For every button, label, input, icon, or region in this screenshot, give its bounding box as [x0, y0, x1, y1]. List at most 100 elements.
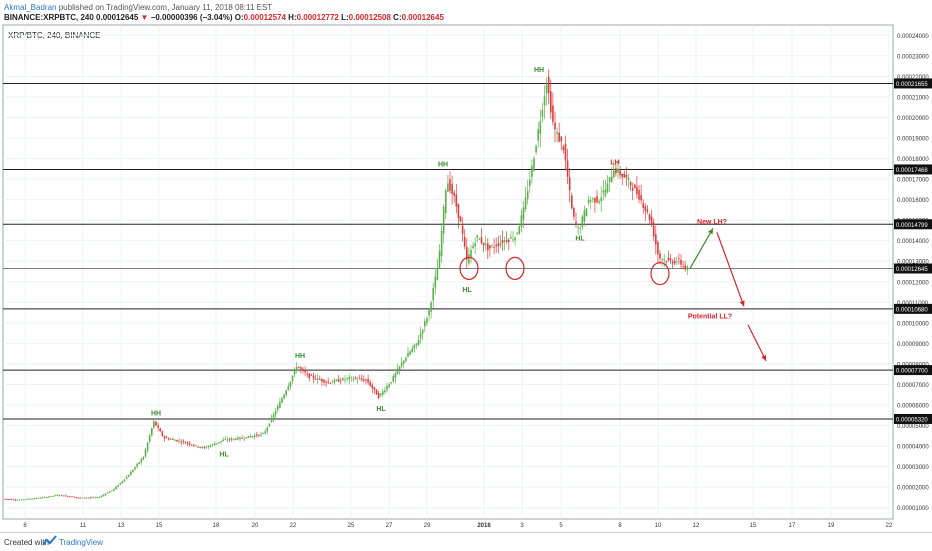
level-price-label: 0.00007700	[896, 369, 928, 375]
candle-body	[151, 427, 153, 436]
annotation-label: HH	[151, 410, 161, 417]
candle-body	[73, 496, 75, 498]
candle-body	[115, 486, 117, 490]
x-tick-label: 8	[618, 523, 622, 529]
candle-body	[319, 379, 321, 380]
candle-body	[241, 437, 243, 439]
symbol-label: BINANCE:XRPBTC, 240	[4, 13, 94, 22]
y-axis: 0.00024000 0.00023000 0.00022000 0.00021000…	[894, 34, 932, 512]
candle-body	[81, 497, 84, 499]
candle-body	[476, 235, 479, 238]
candle-body	[197, 446, 199, 448]
candle-body	[207, 446, 210, 448]
candle-body	[365, 379, 367, 381]
annotation-label: New LH?	[697, 219, 727, 226]
annotation-label: HH	[534, 67, 544, 74]
candle-body	[104, 493, 107, 496]
candle-body	[142, 456, 145, 460]
candle-body	[121, 481, 124, 483]
annotation-label: Potential LL?	[688, 314, 732, 321]
candle-body	[625, 174, 628, 178]
arrow-shaft	[689, 228, 714, 269]
candle-body	[123, 479, 126, 482]
high-label: H:	[288, 13, 297, 22]
candle-body	[203, 447, 206, 448]
x-tick-label: 19	[828, 523, 835, 529]
low-highlight-circle	[459, 256, 479, 281]
candle-body	[466, 247, 468, 260]
candle-body	[165, 437, 168, 439]
x-tick-label: 2018	[477, 523, 491, 529]
candle-body	[629, 182, 632, 186]
candle-body	[589, 200, 592, 202]
y-tick-label: 0.00007000	[897, 383, 929, 389]
y-tick-label: 0.00010000	[897, 321, 929, 327]
candle-body	[676, 261, 678, 263]
candle-body	[375, 389, 378, 395]
candle-body	[445, 190, 447, 213]
x-tick-label: 5	[559, 523, 563, 529]
candle-body	[243, 438, 245, 440]
y-tick-label: 0.00013000	[897, 260, 929, 266]
close-value: 0.00012645	[401, 13, 444, 22]
candle-body	[69, 496, 71, 498]
candle-body	[552, 105, 554, 122]
candle-body	[472, 245, 474, 249]
candle-body	[77, 497, 80, 499]
candle-body	[146, 442, 149, 451]
candle-body	[291, 375, 294, 382]
candle-body	[205, 447, 208, 449]
tradingview-brand[interactable]: TradingView	[59, 538, 104, 547]
candle-body	[295, 367, 298, 371]
candle-body	[323, 379, 325, 383]
candle-body	[617, 168, 619, 173]
candle-body	[436, 267, 439, 281]
y-tick-label: 0.00004000	[897, 445, 929, 451]
candle-body	[20, 499, 23, 501]
candle-body	[216, 443, 218, 444]
candle-body	[575, 221, 577, 224]
candle-body	[60, 494, 63, 496]
candle-body	[232, 438, 235, 440]
x-tick-label: 15	[750, 523, 757, 529]
candle-body	[531, 165, 533, 178]
candle-body	[260, 433, 262, 435]
candle-body	[424, 321, 426, 327]
candle-body	[182, 440, 185, 442]
change-arrow: ▼	[140, 13, 149, 22]
candle-body	[459, 216, 462, 222]
y-tick-label: 0.00017000	[897, 178, 929, 184]
candle-body	[659, 253, 661, 259]
candle-body	[321, 378, 323, 382]
candle-body	[489, 245, 491, 249]
candle-body	[92, 497, 94, 499]
y-tick-label: 0.00024000	[897, 34, 929, 40]
y-tick-label: 0.00006000	[897, 404, 929, 410]
candle-body	[136, 463, 138, 467]
candle-body	[211, 444, 214, 445]
candle-body	[64, 495, 67, 497]
candle-body	[10, 499, 12, 500]
candle-body	[312, 376, 315, 379]
x-tick-label: 18	[213, 523, 220, 529]
candle-body	[184, 442, 187, 444]
ohlc-readout: BINANCE:XRPBTC, 240 0.00012645 ▼ −0.0000…	[4, 13, 444, 22]
candle-body	[228, 438, 231, 440]
tradingview-logo-icon	[42, 535, 57, 546]
candle-body	[516, 232, 518, 234]
candle-body	[671, 261, 674, 264]
candle-body	[43, 497, 46, 498]
candle-body	[48, 496, 50, 498]
level-price-label: 0.00012645	[896, 267, 928, 273]
candle-body	[619, 170, 621, 176]
candle-body	[222, 439, 224, 442]
candle-body	[661, 259, 663, 261]
author-link[interactable]: Akmal_Badran	[4, 3, 57, 12]
candle-body	[646, 209, 649, 212]
price-chart[interactable]: XRP/BTC, 240, BINANCE HHHLHHHLHHHLHHHLLH…	[0, 0, 932, 532]
candle-body	[610, 176, 613, 182]
candle-body	[224, 439, 227, 440]
candle-body	[382, 391, 384, 395]
horizontal-levels	[3, 82, 893, 420]
last-price: 0.00012645	[96, 13, 139, 22]
